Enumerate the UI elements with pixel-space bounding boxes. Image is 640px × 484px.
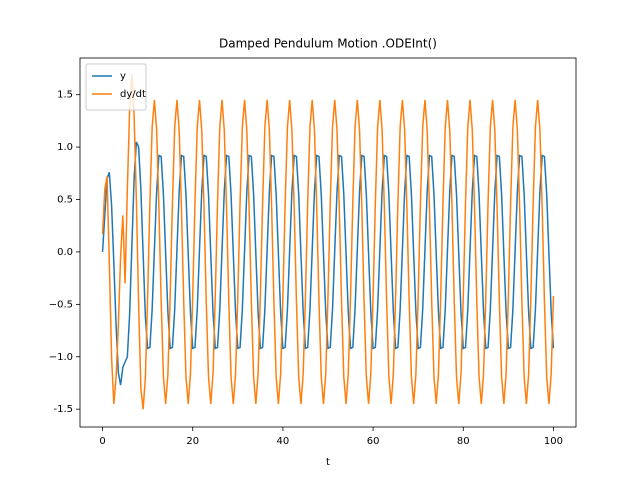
chart-title: Damped Pendulum Motion .ODEInt(): [219, 37, 437, 51]
legend-label: y: [120, 71, 126, 82]
y-tick-label: 0.0: [57, 247, 73, 258]
y-tick-label: -1.5: [53, 404, 73, 415]
plot-area: [101, 73, 555, 410]
legend-box: [85, 63, 147, 111]
series-line: [101, 141, 555, 386]
y-tick-label: 0.5: [57, 195, 73, 206]
y-tick-label: 1.0: [57, 142, 73, 153]
x-tick-label: 20: [186, 436, 199, 447]
x-tick-label: 100: [544, 436, 563, 447]
x-tick-label: 0: [99, 436, 105, 447]
x-tick-label: 60: [367, 436, 380, 447]
y-tick-label: 1.5: [57, 90, 73, 101]
x-tick-label: 80: [457, 436, 470, 447]
x-tick-label: 40: [277, 436, 290, 447]
legend-label: dy/dt: [120, 89, 146, 100]
x-axis-label: t: [326, 457, 330, 468]
y-tick-label: −1.0: [49, 352, 73, 363]
series-line: [101, 73, 555, 410]
y-tick-label: −0.5: [49, 299, 73, 310]
axes-frame: [79, 57, 577, 428]
